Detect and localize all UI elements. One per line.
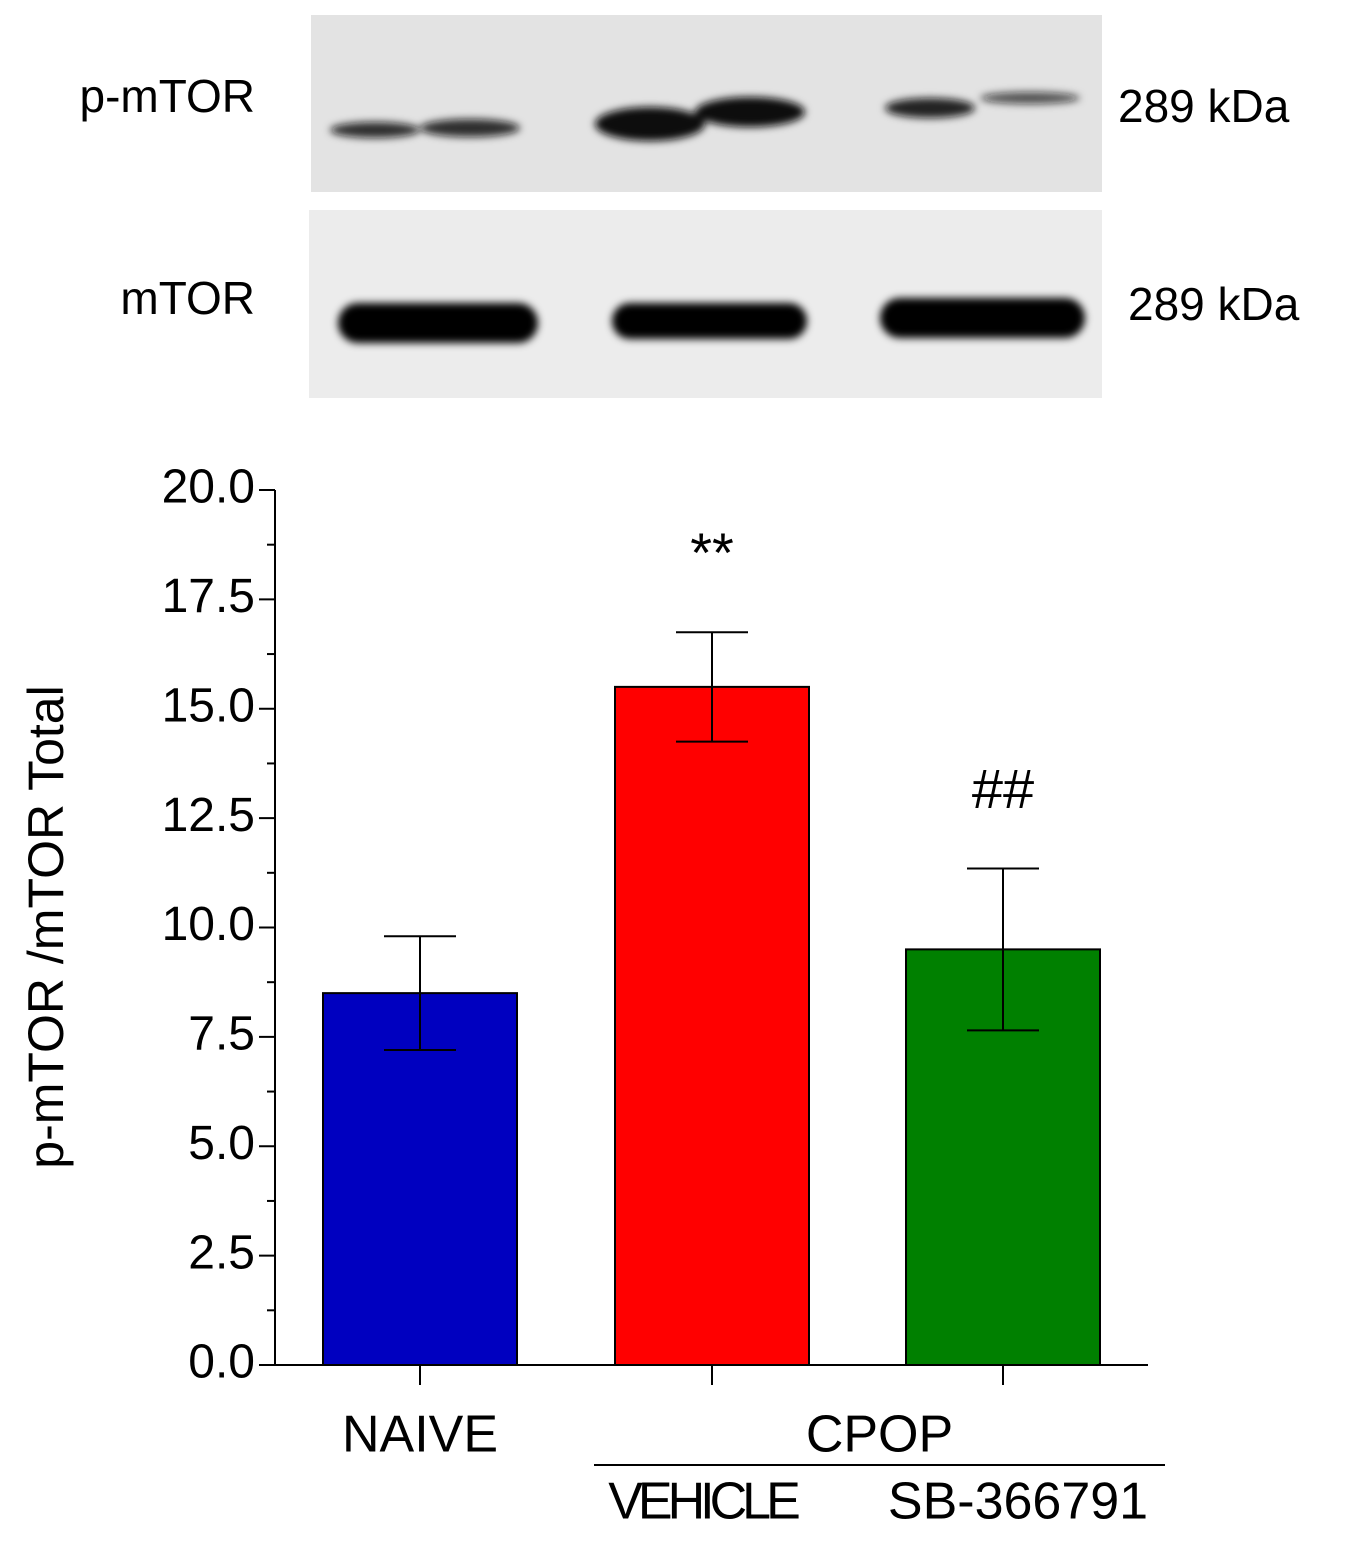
y-tick-label: 2.5: [188, 1226, 255, 1279]
y-tick-label: 7.5: [188, 1008, 255, 1061]
y-tick-label: 12.5: [162, 789, 255, 842]
y-tick-label: 0.0: [188, 1336, 255, 1389]
y-tick-label: 10.0: [162, 898, 255, 951]
significance-label: **: [690, 521, 734, 584]
y-tick-label: 20.0: [162, 461, 255, 514]
blot-panel: [309, 210, 1102, 398]
significance-label: ##: [972, 757, 1034, 820]
blot-bands: [330, 92, 1080, 141]
y-axis-title: p-mTOR /mTOR Total: [18, 685, 74, 1168]
x-tick-label: NAIVE: [342, 1406, 498, 1464]
y-tick-label: 17.5: [162, 570, 255, 623]
blot-bands: [338, 298, 1085, 343]
x-tick-label: VEHICLE: [608, 1473, 799, 1531]
y-tick-label: 15.0: [162, 679, 255, 732]
x-tick-label: SB-366791: [888, 1473, 1148, 1531]
bar: [614, 685, 810, 1366]
group-label: CPOP: [806, 1406, 953, 1464]
blot-label: mTOR: [120, 272, 255, 324]
y-tick-label: 5.0: [188, 1117, 255, 1170]
blot-panel: [311, 15, 1102, 192]
blot-size: 289 kDa: [1128, 278, 1300, 330]
blot-label: p-mTOR: [80, 70, 256, 122]
blot-size: 289 kDa: [1118, 80, 1290, 132]
